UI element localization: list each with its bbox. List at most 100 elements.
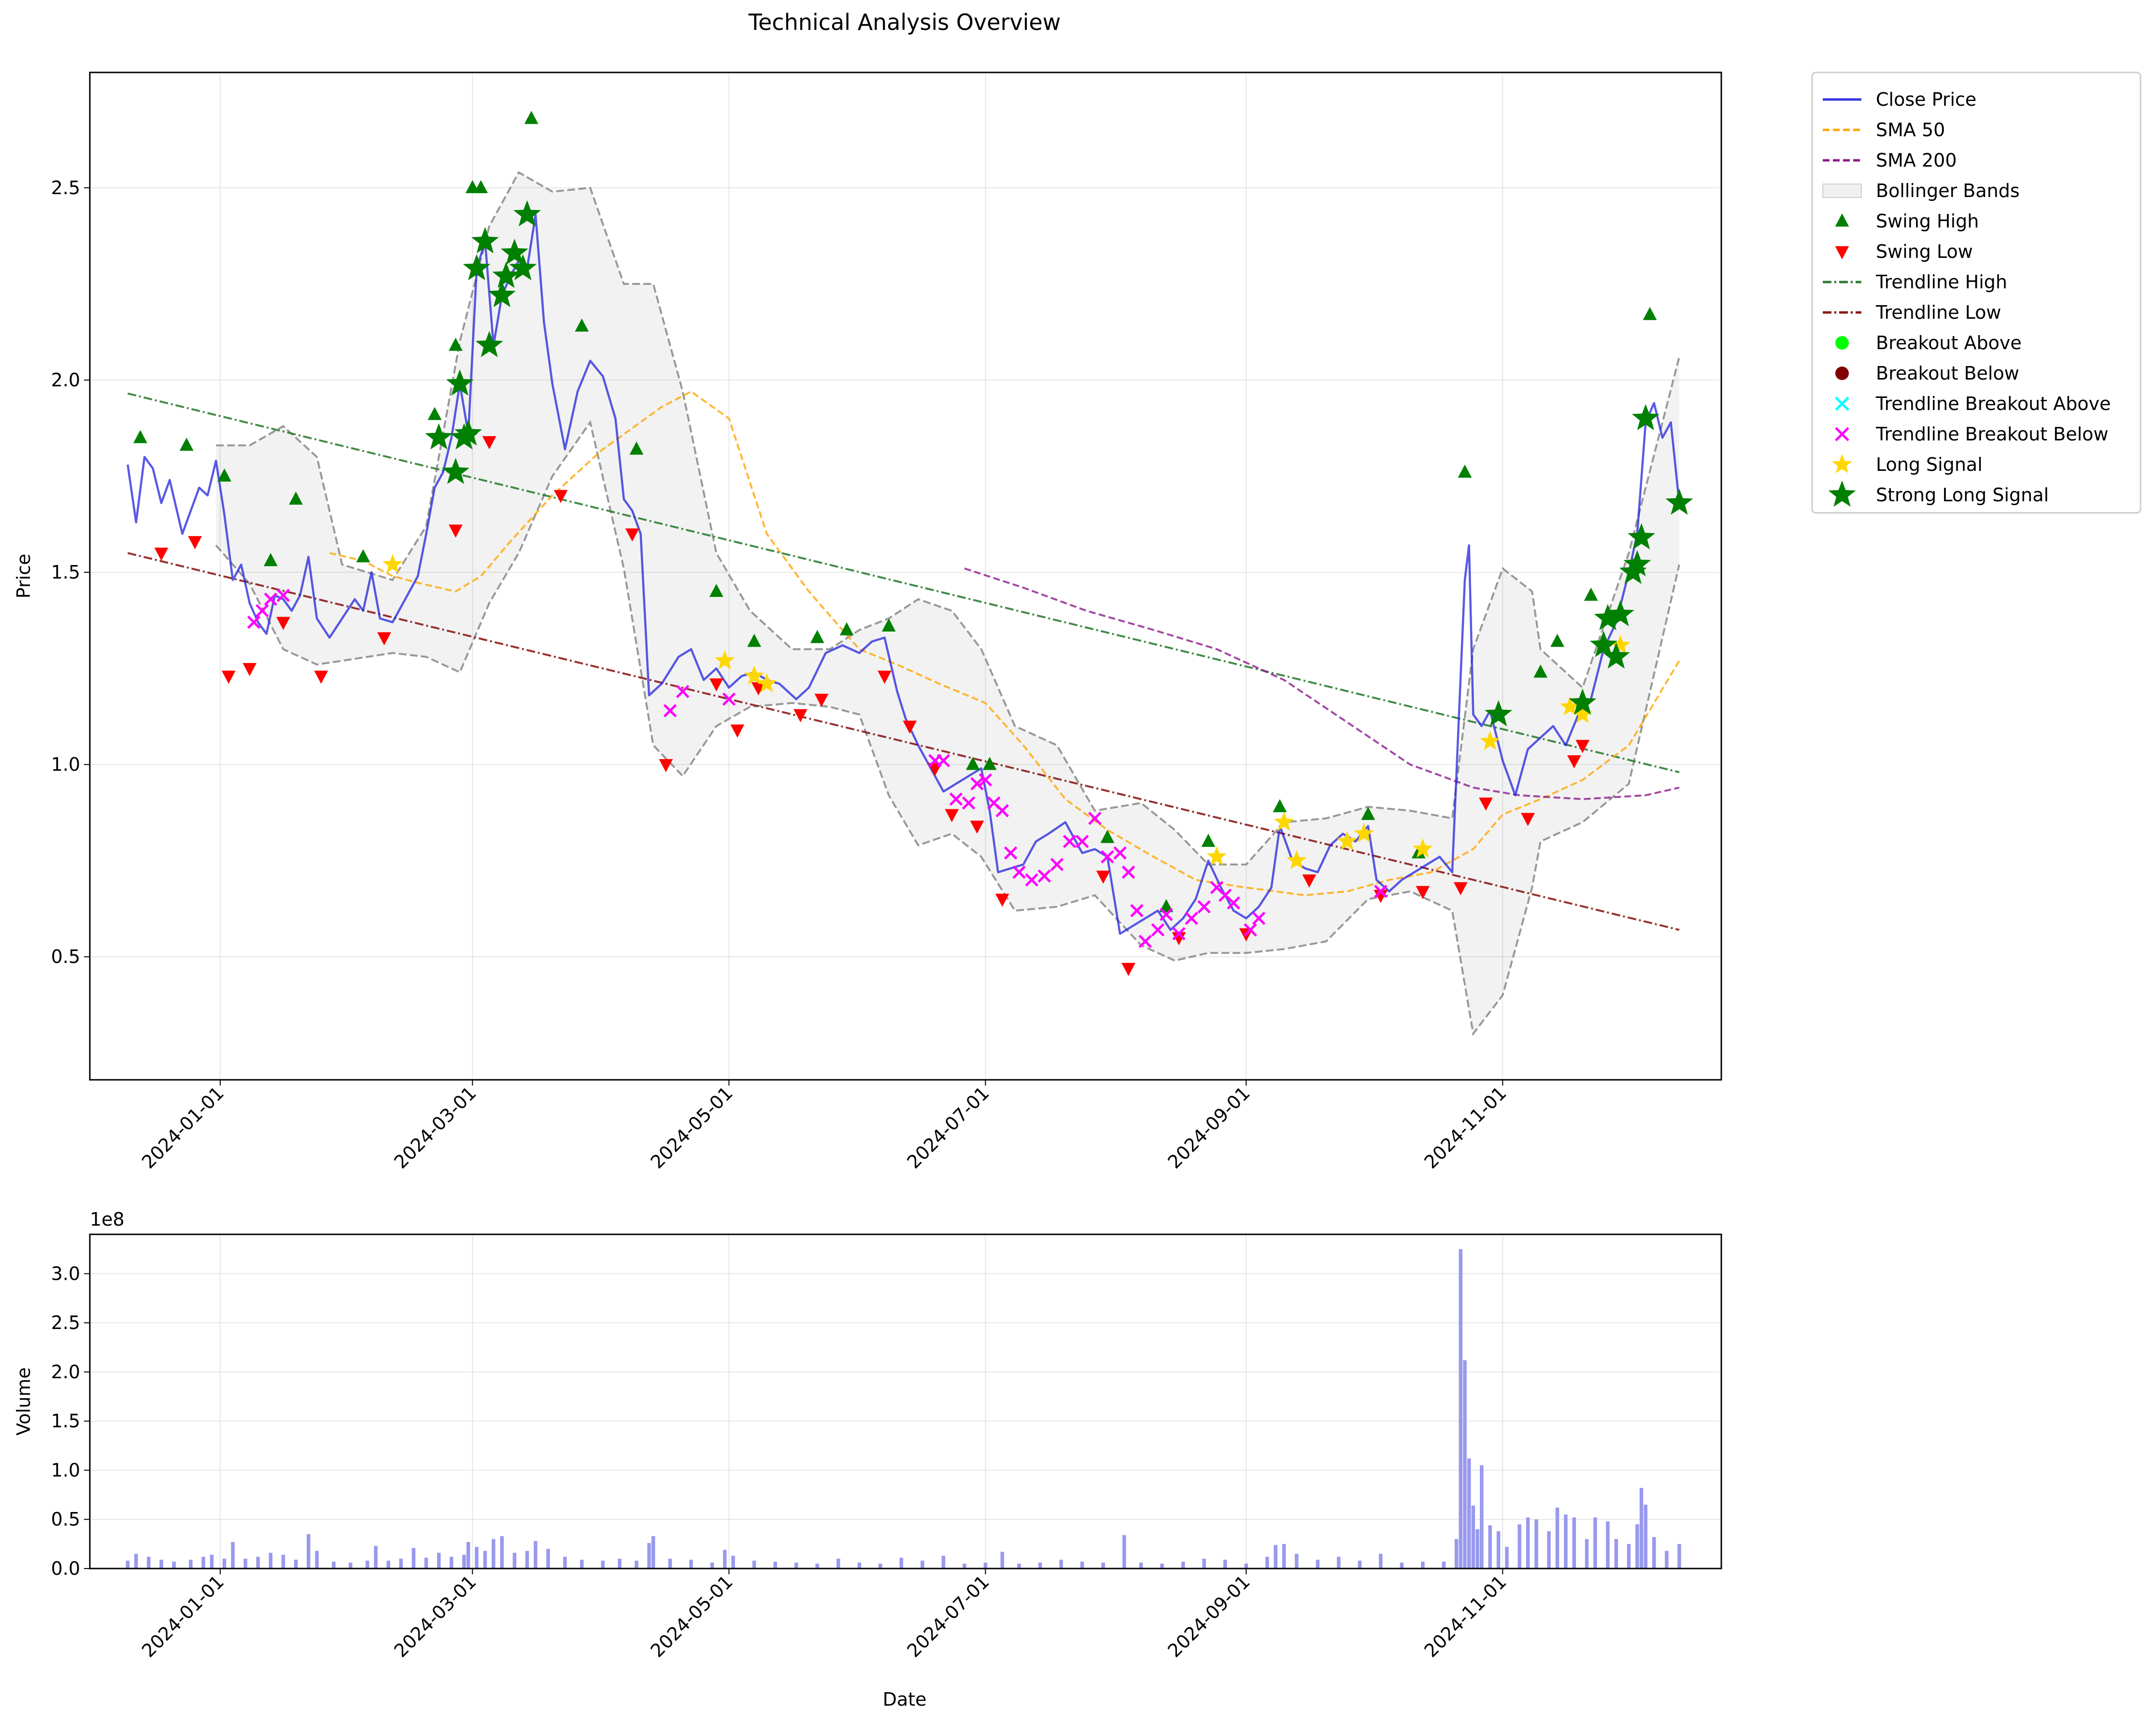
swing-low-marker [625, 528, 639, 542]
swing-low-marker [154, 548, 169, 561]
volume-bar [635, 1560, 638, 1569]
volume-bar [210, 1555, 214, 1569]
legend-label: Long Signal [1876, 454, 1983, 475]
swing-low-marker [1096, 870, 1110, 884]
strong-long-signal-marker [500, 239, 528, 265]
swing-low-marker [878, 670, 892, 684]
legend-swatch [1835, 367, 1849, 380]
volume-bar [1480, 1465, 1484, 1569]
volume-bar [159, 1559, 163, 1569]
legend-label: SMA 50 [1876, 119, 1945, 141]
trendline-breakout-below-marker [1160, 907, 1173, 921]
x-stroke [276, 589, 290, 602]
swing-high-marker [1533, 665, 1548, 678]
legend-swatch [1822, 184, 1862, 198]
volume-bar [1467, 1458, 1471, 1569]
volume-bar [1639, 1488, 1644, 1569]
legend-label: Bollinger Bands [1876, 180, 2020, 201]
price-y-label: Price [13, 554, 34, 599]
legend-label: Trendline Low [1875, 302, 2001, 323]
volume-bar [1223, 1559, 1227, 1569]
long-signal-marker [1480, 731, 1501, 750]
legend-entry: Bollinger Bands [1822, 180, 2020, 201]
volume-bar [1496, 1531, 1501, 1569]
strong-long-signal-marker [471, 227, 499, 254]
volume-bar [837, 1558, 840, 1569]
volume-bar [1644, 1504, 1647, 1569]
volume-y-ticks: 0.0 0.5 1.0 1.5 2.0 2.5 3.0 [51, 1263, 90, 1579]
trendline-breakout-below-marker [1172, 927, 1186, 941]
volume-bar [1593, 1517, 1597, 1569]
sma-50-line [329, 390, 1680, 896]
trendline-breakout-below-marker [1037, 869, 1051, 883]
strong-long-signal-marker [1569, 688, 1597, 715]
legend-label: SMA 200 [1876, 150, 1957, 171]
swing-low-marker [188, 536, 202, 550]
swing-low-marker [314, 670, 328, 684]
x-stroke [1197, 900, 1211, 914]
trendline-breakout-below-marker [1185, 911, 1198, 925]
volume-bar [126, 1560, 130, 1569]
x-stroke [1025, 873, 1038, 887]
swing-high-marker [474, 180, 488, 194]
volume-bar [147, 1556, 151, 1569]
x-stroke [1063, 834, 1077, 848]
volume-bar [1080, 1561, 1084, 1569]
swing-low-marker [814, 693, 829, 707]
strong-long-signal-marker [1602, 642, 1630, 669]
volume-bar [1244, 1563, 1248, 1569]
swing-low-marker [970, 820, 984, 834]
legend-entry: Close Price [1823, 89, 1976, 110]
volume-bar [1606, 1521, 1610, 1569]
legend-box [1811, 71, 2142, 514]
legend-entry: Trendline High [1823, 271, 2007, 293]
volume-offset-label: 1e8 [90, 1209, 125, 1230]
x-stroke [1835, 396, 1849, 411]
swing-low-marker [1575, 740, 1590, 753]
legend-entry: Trendline Low [1823, 302, 2001, 323]
swing-high-marker [810, 630, 824, 643]
trendline-breakout-below-marker [1113, 846, 1127, 860]
volume-bar [1139, 1562, 1143, 1569]
trendline-breakout-below-marker [264, 593, 278, 606]
x-stroke [255, 604, 269, 618]
trendline-breakout-below-marker [1075, 834, 1089, 848]
trendline-breakout-below-marker [1138, 934, 1152, 948]
long-signal-marker [1274, 811, 1294, 831]
legend-entry: Swing High [1835, 211, 1979, 232]
volume-bar [921, 1560, 924, 1569]
trendline-breakout-below-marker [1063, 834, 1077, 848]
swing-high-marker [449, 338, 463, 351]
trendline-breakout-below-marker [1025, 873, 1038, 887]
swing-low-marker [793, 709, 808, 722]
swing-high-marker [1643, 307, 1657, 320]
long-signal-marker [1560, 696, 1580, 716]
x-stroke [970, 777, 984, 791]
volume-bar [941, 1555, 946, 1569]
x-stroke [247, 615, 261, 629]
swing-low-marker [1521, 813, 1535, 826]
x-stroke [1121, 865, 1135, 879]
volume-y-tick-label: 1.0 [51, 1459, 80, 1481]
swing-low-marker [449, 524, 463, 538]
strong-long-signal-marker [492, 262, 520, 288]
volume-bar [879, 1563, 882, 1569]
trendline-breakout-below-marker [255, 604, 269, 618]
swing-high-marker [133, 430, 147, 443]
volume-bar [1665, 1551, 1669, 1569]
x-stroke [1075, 834, 1089, 848]
legend-label: Swing High [1876, 211, 1979, 232]
long-signal-marker [1206, 846, 1227, 865]
swing-high-marker [1201, 834, 1216, 847]
swing-low-marker [995, 893, 1009, 907]
swing-high-marker [1273, 799, 1287, 812]
volume-bar [857, 1562, 861, 1569]
legend-entry: Trendline Breakout Below [1835, 424, 2108, 445]
legend-entry: Trendline Breakout Above [1835, 393, 2111, 414]
volume-bar [963, 1563, 966, 1569]
x-stroke [1374, 885, 1388, 898]
volume-bar [450, 1556, 454, 1569]
swing-high-marker [263, 553, 278, 566]
volume-bar [1265, 1556, 1269, 1569]
